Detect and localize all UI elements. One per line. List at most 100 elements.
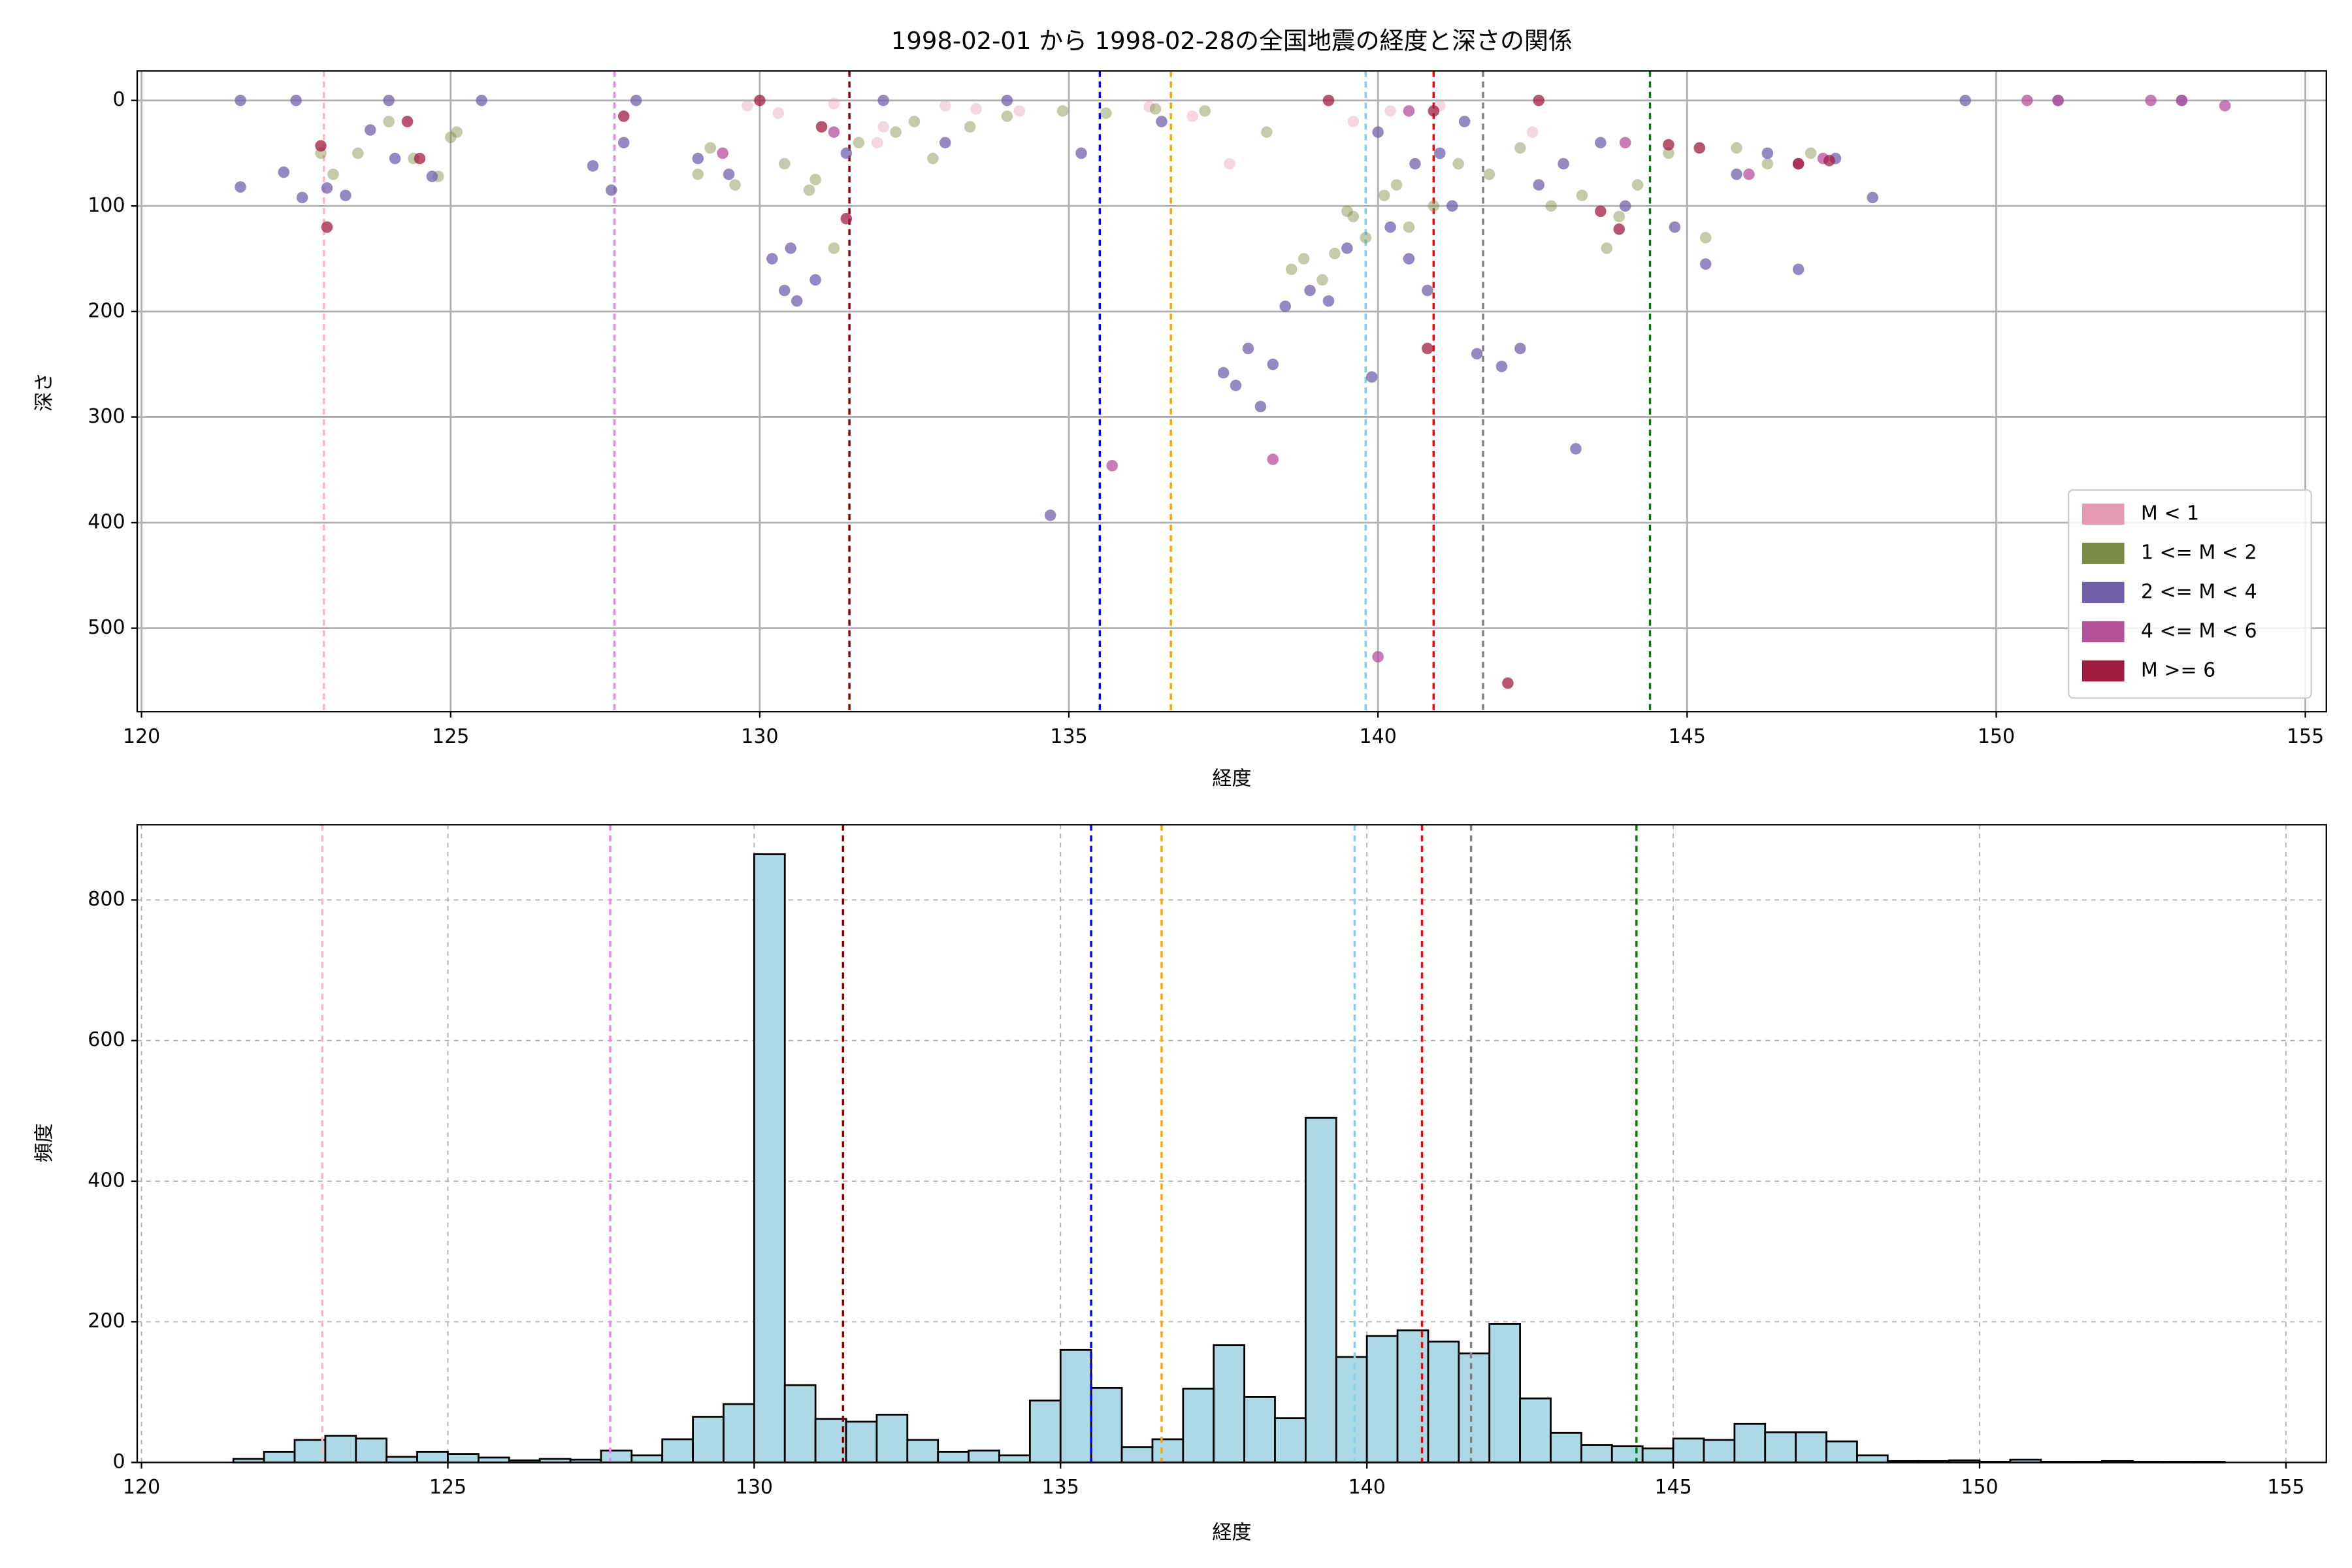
data-point — [451, 126, 463, 138]
data-point — [606, 184, 617, 196]
data-point — [1013, 105, 1026, 117]
x-tick-label: 150 — [1978, 725, 2015, 748]
legend-label: 2 <= M < 4 — [2141, 580, 2257, 603]
data-point — [2145, 94, 2157, 106]
histogram-bar — [1580, 1444, 1613, 1463]
data-point — [1316, 274, 1328, 286]
histogram-bar — [293, 1439, 327, 1463]
histogram-bar — [355, 1437, 388, 1463]
y-tick-label: 500 — [88, 616, 125, 639]
data-point — [1761, 157, 1774, 170]
data-point — [315, 140, 327, 152]
data-point — [321, 182, 333, 194]
data-point — [815, 121, 828, 133]
histogram-bar — [1120, 1446, 1154, 1463]
y-tick-label: 400 — [88, 511, 125, 534]
data-point — [1570, 443, 1582, 455]
data-point — [2219, 100, 2231, 112]
data-point — [1613, 223, 1625, 235]
y-tick-label: 800 — [88, 888, 125, 911]
histogram-bar — [1151, 1438, 1184, 1463]
histogram-bar — [937, 1450, 970, 1463]
data-point — [1044, 509, 1056, 521]
histogram-bar — [1427, 1340, 1460, 1463]
x-tick-label: 120 — [123, 1476, 160, 1499]
data-point — [340, 189, 351, 201]
data-point — [1409, 157, 1421, 170]
data-point — [401, 116, 414, 127]
data-point — [1384, 221, 1396, 233]
data-point — [1959, 94, 1971, 106]
data-point — [1186, 110, 1199, 122]
data-point — [809, 274, 821, 286]
data-point — [1230, 380, 1242, 391]
histogram-bar — [875, 1413, 909, 1463]
data-point — [1341, 242, 1353, 254]
histogram-bar — [1795, 1431, 1827, 1463]
x-axis-label: 経度 — [1212, 768, 1251, 791]
x-tick-label: 150 — [1961, 1476, 1998, 1499]
data-point — [778, 284, 791, 297]
data-point — [1761, 147, 1774, 159]
histogram-bar — [630, 1454, 664, 1463]
data-point — [877, 94, 889, 106]
data-point — [1372, 126, 1384, 138]
x-tick-label: 130 — [736, 1476, 773, 1499]
data-point — [364, 124, 376, 136]
data-point — [1261, 126, 1273, 138]
data-point — [1254, 400, 1267, 413]
data-point — [1576, 189, 1588, 201]
data-point — [1365, 371, 1378, 383]
x-tick-label: 145 — [1654, 1476, 1691, 1499]
legend-swatch — [2082, 542, 2125, 564]
data-point — [1601, 242, 1613, 254]
data-point — [630, 94, 642, 106]
histogram-bar — [1519, 1397, 1552, 1463]
histogram-bar — [1213, 1344, 1245, 1463]
y-tick-label: 200 — [88, 299, 125, 322]
x-tick-label: 140 — [1348, 1476, 1386, 1499]
histogram-bar — [1335, 1356, 1368, 1463]
data-point — [692, 169, 704, 180]
data-point — [2176, 94, 2188, 106]
data-point — [1669, 221, 1681, 233]
data-point — [704, 142, 716, 154]
data-point — [692, 152, 704, 165]
histogram-bar — [1703, 1439, 1736, 1463]
data-point — [1693, 142, 1706, 154]
data-point — [1100, 107, 1112, 119]
data-point — [1502, 677, 1514, 689]
x-tick-label: 140 — [1360, 725, 1397, 748]
data-point — [1217, 367, 1230, 379]
data-point — [1279, 301, 1292, 312]
data-point — [327, 169, 339, 180]
x-tick-label: 125 — [429, 1476, 466, 1499]
data-point — [766, 253, 778, 265]
legend-label: 1 <= M < 2 — [2141, 541, 2257, 564]
histogram-bar — [1733, 1422, 1767, 1463]
histogram-bar — [723, 1403, 755, 1463]
histogram-bar — [1764, 1431, 1797, 1463]
data-point — [1663, 139, 1674, 151]
data-point — [1558, 157, 1569, 170]
data-point — [617, 137, 630, 149]
data-point — [1329, 248, 1341, 259]
data-point — [1341, 205, 1353, 218]
data-point — [1434, 147, 1446, 159]
data-point — [617, 110, 630, 122]
histogram-bar — [1396, 1329, 1429, 1463]
histogram-bar — [385, 1456, 418, 1463]
data-point — [1526, 126, 1539, 138]
data-point — [1452, 157, 1464, 170]
histogram-bar — [692, 1416, 725, 1463]
data-point — [803, 184, 815, 196]
data-point — [2021, 94, 2033, 106]
data-point — [1056, 105, 1069, 117]
data-point — [2052, 94, 2064, 106]
histogram-bar — [1856, 1454, 1889, 1463]
x-tick-label: 155 — [2287, 725, 2324, 748]
data-point — [1242, 342, 1254, 355]
histogram-bar — [1059, 1348, 1092, 1463]
